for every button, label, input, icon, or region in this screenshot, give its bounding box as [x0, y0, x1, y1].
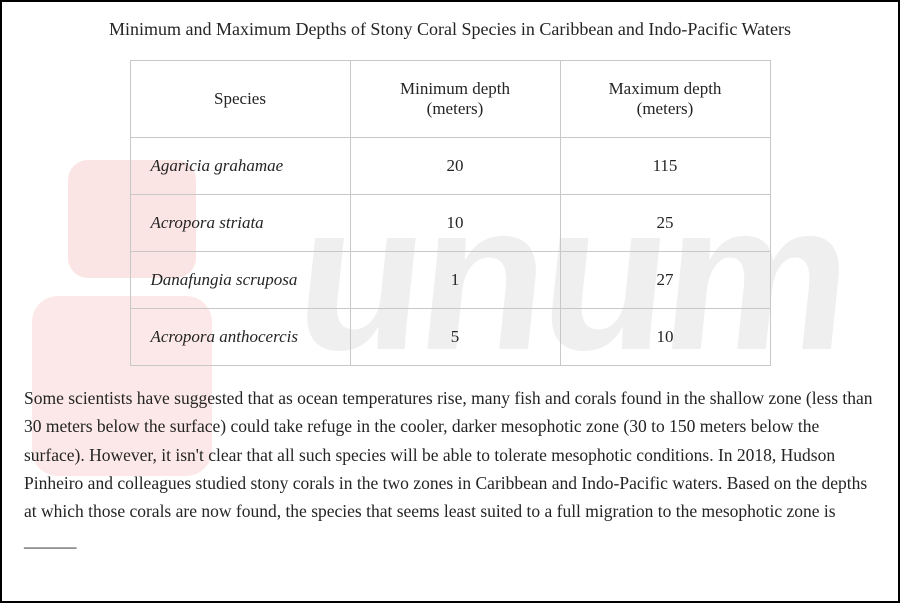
table-row: Acropora anthocercis 5 10: [130, 308, 770, 365]
page-border: unum Minimum and Maximum Depths of Stony…: [0, 0, 900, 603]
table-row: Acropora striata 10 25: [130, 194, 770, 251]
coral-depth-table: Species Minimum depth (meters) Maximum d…: [130, 60, 771, 366]
table-row: Agaricia grahamae 20 115: [130, 137, 770, 194]
cell-max-depth: 25: [560, 194, 770, 251]
cell-max-depth: 115: [560, 137, 770, 194]
cell-species: Agaricia grahamae: [130, 137, 350, 194]
cell-max-depth: 27: [560, 251, 770, 308]
col-header-min-depth: Minimum depth (meters): [350, 60, 560, 137]
table-title: Minimum and Maximum Depths of Stony Cora…: [70, 16, 830, 44]
question-paragraph: Some scientists have suggested that as o…: [24, 384, 876, 554]
col-header-max-depth: Maximum depth (meters): [560, 60, 770, 137]
table-row: Danafungia scruposa 1 27: [130, 251, 770, 308]
cell-min-depth: 10: [350, 194, 560, 251]
content-area: Minimum and Maximum Depths of Stony Cora…: [2, 2, 898, 572]
cell-min-depth: 5: [350, 308, 560, 365]
cell-min-depth: 20: [350, 137, 560, 194]
col-header-species: Species: [130, 60, 350, 137]
table-header-row: Species Minimum depth (meters) Maximum d…: [130, 60, 770, 137]
cell-min-depth: 1: [350, 251, 560, 308]
cell-max-depth: 10: [560, 308, 770, 365]
cell-species: Acropora striata: [130, 194, 350, 251]
cell-species: Acropora anthocercis: [130, 308, 350, 365]
cell-species: Danafungia scruposa: [130, 251, 350, 308]
